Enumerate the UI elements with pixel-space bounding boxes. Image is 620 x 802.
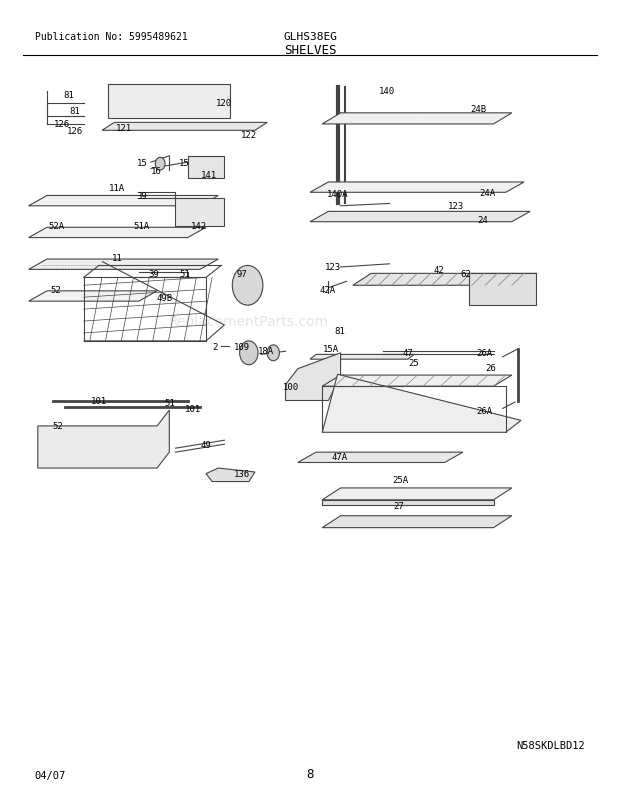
Polygon shape — [310, 183, 524, 193]
Polygon shape — [29, 291, 157, 302]
Text: 25: 25 — [409, 358, 419, 367]
Polygon shape — [322, 375, 512, 387]
Polygon shape — [175, 199, 224, 226]
Text: 122: 122 — [241, 131, 257, 140]
Text: 123: 123 — [325, 263, 341, 272]
Text: 42A: 42A — [319, 286, 335, 294]
Text: 120: 120 — [216, 99, 232, 107]
Polygon shape — [469, 274, 536, 306]
Text: N58SKDLBD12: N58SKDLBD12 — [516, 740, 585, 750]
Text: 51: 51 — [164, 398, 175, 407]
Text: SHELVES: SHELVES — [284, 44, 336, 57]
Text: 136: 136 — [234, 469, 250, 479]
Text: 123: 123 — [448, 202, 464, 211]
Text: 140: 140 — [378, 87, 394, 96]
Polygon shape — [298, 452, 463, 463]
Text: 16: 16 — [151, 166, 161, 176]
Text: 26: 26 — [485, 363, 496, 372]
Text: 51: 51 — [179, 269, 190, 278]
Text: 8: 8 — [306, 768, 314, 780]
Text: 11A: 11A — [109, 184, 125, 192]
Text: 11: 11 — [112, 253, 123, 262]
Circle shape — [267, 346, 280, 362]
Text: 49: 49 — [201, 440, 211, 449]
Text: 25A: 25A — [392, 476, 409, 485]
Polygon shape — [38, 411, 169, 468]
Text: 24A: 24A — [479, 188, 495, 197]
Text: 04/07: 04/07 — [35, 771, 66, 780]
Text: 15A: 15A — [324, 345, 340, 354]
Text: 81: 81 — [334, 326, 345, 336]
Polygon shape — [102, 124, 267, 132]
Text: 62: 62 — [461, 269, 471, 278]
Circle shape — [232, 266, 263, 306]
Polygon shape — [322, 500, 494, 506]
Text: 52: 52 — [53, 422, 63, 431]
Text: 51A: 51A — [134, 222, 150, 231]
Circle shape — [240, 342, 258, 365]
Polygon shape — [286, 354, 340, 401]
Text: 126: 126 — [54, 120, 70, 129]
Text: 141: 141 — [201, 170, 217, 180]
Text: 97: 97 — [236, 269, 247, 278]
Polygon shape — [322, 114, 512, 125]
Text: 47: 47 — [402, 349, 414, 358]
Text: 47A: 47A — [331, 452, 347, 461]
Polygon shape — [206, 468, 255, 482]
Text: 26A: 26A — [476, 349, 492, 358]
Polygon shape — [29, 260, 218, 270]
Text: 140A: 140A — [327, 190, 348, 199]
Text: ReplacementParts.com: ReplacementParts.com — [169, 314, 329, 329]
Text: Publication No: 5995489621: Publication No: 5995489621 — [35, 32, 187, 42]
Circle shape — [155, 158, 165, 171]
Text: 39: 39 — [149, 269, 159, 278]
Text: 26A: 26A — [476, 406, 492, 415]
Polygon shape — [108, 85, 231, 119]
Text: 52A: 52A — [48, 222, 64, 231]
Polygon shape — [353, 274, 536, 286]
Text: 2: 2 — [213, 342, 218, 351]
Text: 27: 27 — [393, 501, 404, 510]
Polygon shape — [322, 375, 521, 433]
Text: 109: 109 — [234, 342, 250, 351]
Text: 81: 81 — [69, 107, 80, 115]
Text: 81: 81 — [63, 91, 74, 100]
Text: 100: 100 — [282, 383, 298, 391]
Polygon shape — [322, 488, 512, 500]
Text: 15: 15 — [136, 159, 147, 168]
Polygon shape — [310, 355, 414, 360]
Polygon shape — [322, 516, 512, 528]
Polygon shape — [310, 212, 530, 222]
Text: 42: 42 — [433, 265, 444, 274]
Text: 121: 121 — [115, 124, 131, 133]
Text: 101: 101 — [185, 404, 201, 414]
Text: 15: 15 — [179, 159, 190, 168]
Polygon shape — [188, 156, 224, 179]
Text: 126: 126 — [66, 127, 82, 136]
Text: 39: 39 — [136, 192, 147, 200]
Text: 52: 52 — [51, 286, 61, 294]
Text: 24: 24 — [477, 216, 488, 225]
Text: 18A: 18A — [258, 346, 274, 355]
Polygon shape — [29, 196, 218, 207]
Text: 142: 142 — [190, 222, 206, 231]
Text: GLHS38EG: GLHS38EG — [283, 32, 337, 42]
Polygon shape — [29, 228, 206, 238]
Text: 24B: 24B — [470, 104, 486, 113]
Text: 101: 101 — [91, 396, 107, 406]
Text: 49B: 49B — [156, 294, 172, 302]
